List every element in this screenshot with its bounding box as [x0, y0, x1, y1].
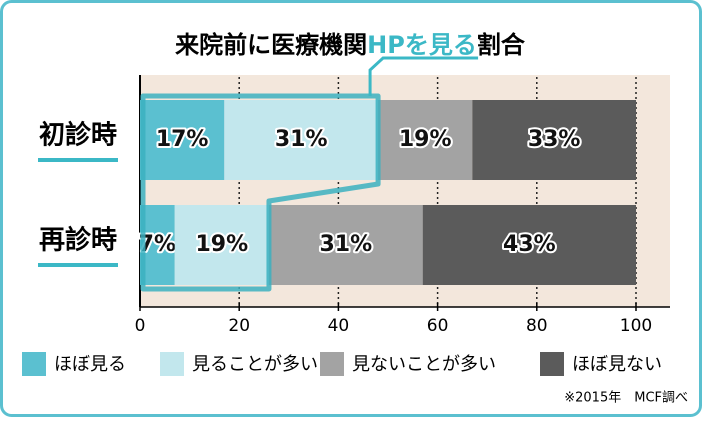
- bar-segment: [472, 100, 636, 180]
- legend-label: ほぼ見る: [54, 354, 126, 375]
- x-tick-label: 20: [228, 316, 250, 336]
- bar-segment: [378, 100, 473, 180]
- title-part: 割合: [477, 31, 526, 59]
- x-tick-label: 40: [328, 316, 350, 336]
- bar-segment: [268, 205, 423, 285]
- legend-label: ほぼ見ない: [572, 354, 662, 375]
- value-label: 33%: [528, 127, 581, 152]
- x-tick-label: 0: [135, 316, 146, 336]
- legend-swatch: [160, 352, 184, 376]
- value-label: 17%: [156, 127, 209, 152]
- bar-segment: [422, 205, 636, 285]
- x-tick-label: 60: [427, 316, 449, 336]
- value-label: 19%: [399, 127, 452, 152]
- bar-segment: [140, 100, 225, 180]
- x-tick-label: 100: [620, 316, 652, 336]
- bar-segment: [224, 100, 379, 180]
- category-label: 初診時: [39, 120, 117, 151]
- title-pointer: [368, 56, 479, 96]
- x-tick-label: 80: [526, 316, 548, 336]
- value-label: 31%: [275, 127, 328, 152]
- bar-segment: [140, 205, 175, 285]
- source-note: ※2015年 MCF調べ: [564, 391, 688, 406]
- category-label: 再診時: [39, 225, 117, 256]
- legend-label: 見ることが多い: [192, 354, 318, 375]
- chart-title: 来院前に医療機関HPを見る割合: [175, 31, 526, 59]
- value-label: 43%: [503, 232, 556, 257]
- legend-swatch: [540, 352, 564, 376]
- title-part: HPを見る: [367, 31, 477, 59]
- title-part: 来院前に医療機関: [175, 31, 367, 59]
- bar-segment: [174, 205, 269, 285]
- legend-swatch: [22, 352, 46, 376]
- legend-label: 見ないことが多い: [352, 354, 496, 375]
- value-label: 19%: [196, 232, 249, 257]
- legend-swatch: [320, 352, 344, 376]
- value-label: 31%: [320, 232, 373, 257]
- highlight-outline: [140, 93, 381, 292]
